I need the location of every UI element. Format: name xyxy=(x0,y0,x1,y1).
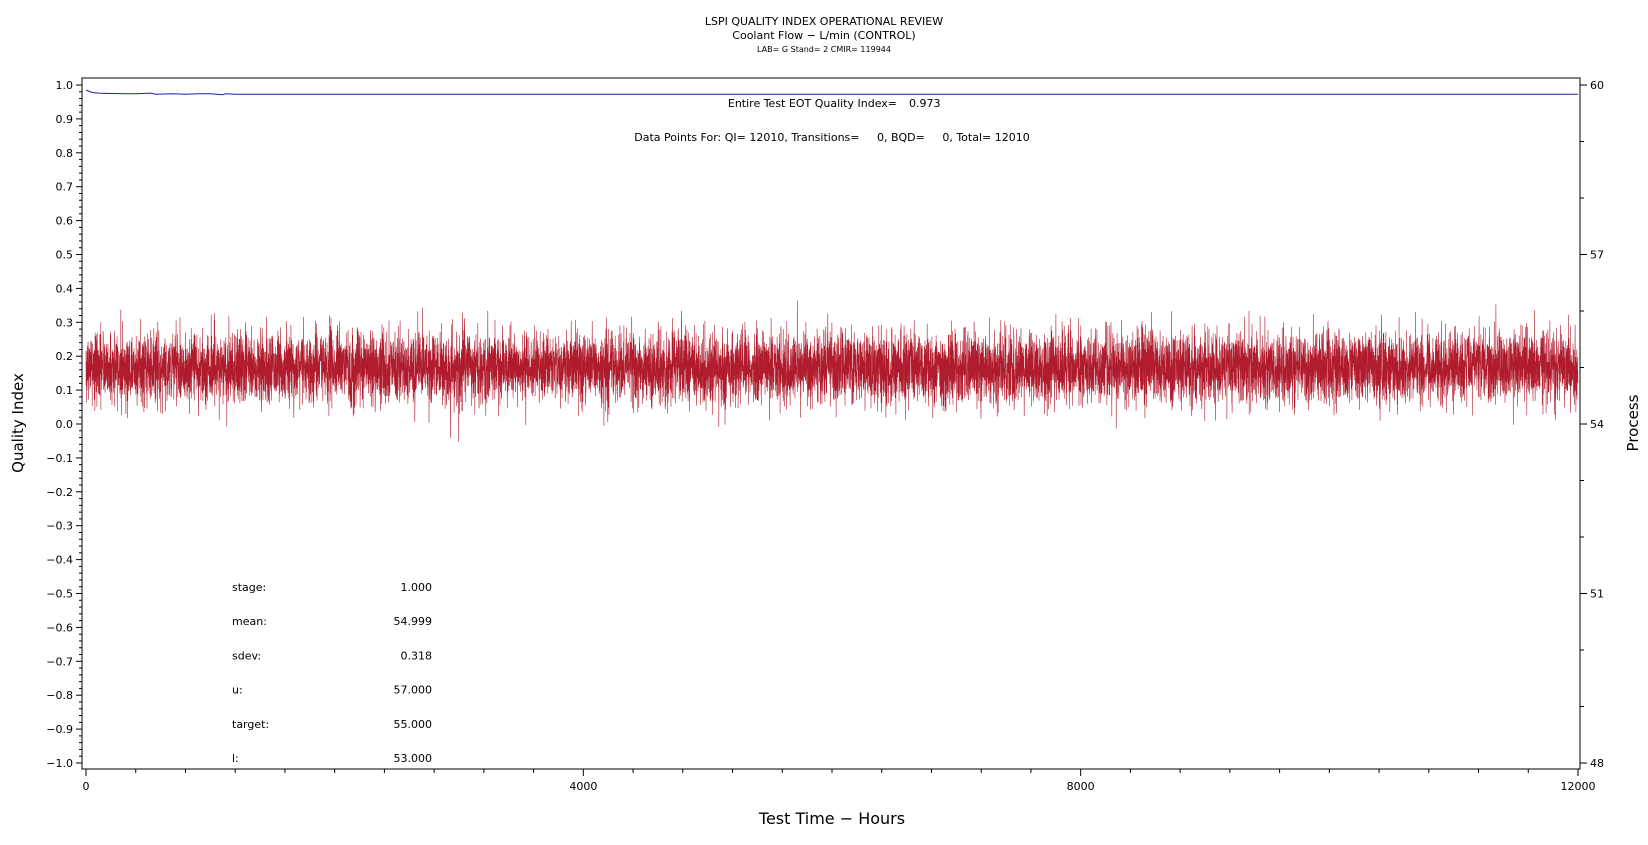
y-tick-label: 0.2 xyxy=(56,350,74,363)
y2-tick-label: 51 xyxy=(1590,588,1604,601)
y2-tick-label: 57 xyxy=(1590,249,1604,262)
chart-title: LSPI QUALITY INDEX OPERATIONAL REVIEW xyxy=(705,15,943,28)
chart-subtitle: Coolant Flow − L/min (CONTROL) xyxy=(732,29,915,42)
y-tick-label: −0.5 xyxy=(46,588,73,601)
chart-subtitle-2: LAB= G Stand= 2 CMIR= 119944 xyxy=(757,45,891,54)
y-tick-label: −0.3 xyxy=(46,520,73,533)
x-tick-label: 8000 xyxy=(1067,780,1095,793)
stats-block: stage: 1.000 mean: 54.999 sdev: 0.318 u: 57.000… xyxy=(232,581,432,765)
data-points-summary: Data Points For: QI= 12010, Transitions=… xyxy=(634,131,1029,144)
y-tick-label: 0.9 xyxy=(56,113,74,126)
y-tick-label: −0.7 xyxy=(46,655,73,668)
y-tick-label: 0.8 xyxy=(56,147,74,160)
y-tick-label: −0.4 xyxy=(46,554,73,567)
stat-label: target: xyxy=(232,718,269,731)
y2-tick-label: 54 xyxy=(1590,418,1604,431)
y-tick-label: 0.1 xyxy=(56,384,74,397)
y2-axis-label: Process xyxy=(1624,394,1642,451)
stat-value: 55.000 xyxy=(394,718,433,731)
y-tick-label: −0.1 xyxy=(46,452,73,465)
quality-index-series xyxy=(85,89,1578,96)
x-tick-label: 4000 xyxy=(569,780,597,793)
stat-value: 1.000 xyxy=(401,581,433,594)
x-axis-label: Test Time − Hours xyxy=(758,809,905,828)
stat-label: u: xyxy=(232,684,243,697)
x-tick-label: 0 xyxy=(83,780,90,793)
stat-value: 57.000 xyxy=(394,684,433,697)
y-tick-label: 0.6 xyxy=(56,215,74,228)
plot-frame xyxy=(81,77,1581,770)
y-axis-label: Quality Index xyxy=(9,373,27,473)
y-tick-label: 0.4 xyxy=(56,282,74,295)
x-tick-label: 12000 xyxy=(1561,780,1596,793)
y-tick-label: −0.8 xyxy=(46,689,73,702)
stat-value: 54.999 xyxy=(394,615,433,628)
y-tick-label: 0.0 xyxy=(56,418,74,431)
y-tick-label: −1.0 xyxy=(46,757,73,770)
y2-tick-label: 60 xyxy=(1590,79,1604,92)
x-axis: 0 4000 8000 12000 xyxy=(83,769,1596,793)
eot-quality-value: 0.973 xyxy=(909,97,941,110)
y2-tick-label: 48 xyxy=(1590,757,1604,770)
quality-index-line xyxy=(85,89,1578,96)
stat-label: stage: xyxy=(232,581,266,594)
stat-value: 53.000 xyxy=(394,752,433,765)
stat-value: 0.318 xyxy=(401,649,433,662)
process-series xyxy=(85,300,1579,442)
eot-quality-label: Entire Test EOT Quality Index= xyxy=(728,97,897,110)
y-tick-label: −0.9 xyxy=(46,723,73,736)
y-tick-label: −0.2 xyxy=(46,486,73,499)
process-line xyxy=(85,300,1579,442)
y-tick-label: 0.3 xyxy=(56,316,74,329)
stat-label: l: xyxy=(232,752,239,765)
y-axis-right: 60 57 54 51 48 xyxy=(1580,79,1604,770)
y-tick-label: −0.6 xyxy=(46,621,73,634)
y-tick-label: 0.7 xyxy=(56,181,74,194)
stat-label: sdev: xyxy=(232,649,261,662)
y-axis-left: 1.0 0.9 0.8 0.7 0.6 0.5 0.4 0.3 0.2 0.1 0.0 −0.1 −0.… xyxy=(46,79,82,770)
stat-label: mean: xyxy=(232,615,267,628)
y-tick-label: 1.0 xyxy=(56,79,74,92)
y-tick-label: 0.5 xyxy=(56,249,74,262)
